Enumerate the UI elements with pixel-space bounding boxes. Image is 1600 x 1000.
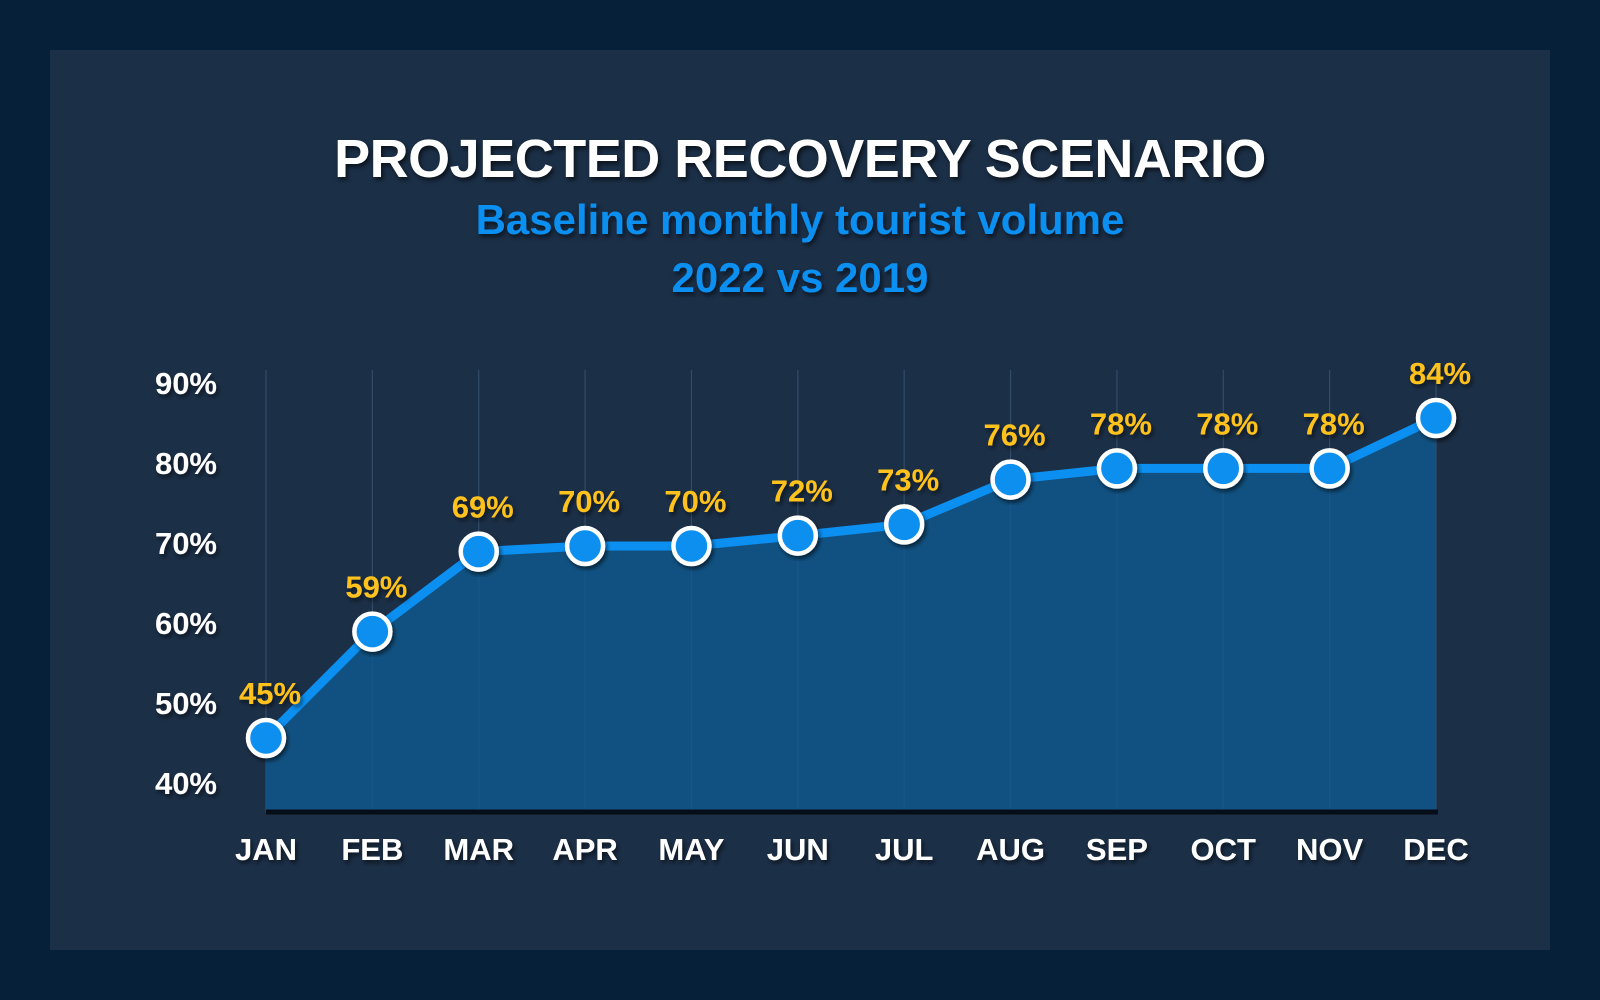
- y-axis-ticks: 40% 50% 60% 70% 80% 90%: [155, 366, 217, 801]
- markers-group: [245, 397, 1457, 759]
- marker-nov: [1309, 448, 1350, 489]
- chart-title: PROJECTED RECOVERY SCENARIO: [334, 129, 1266, 189]
- x-tick-oct: OCT: [1191, 832, 1257, 867]
- data-label-aug: 76%: [984, 418, 1046, 453]
- data-label-apr: 70%: [558, 484, 620, 519]
- marker-apr: [564, 525, 606, 567]
- data-label-jan: 45%: [239, 676, 301, 711]
- marker-oct: [1203, 448, 1244, 489]
- y-tick-90: 90%: [155, 366, 217, 401]
- marker-sep: [1096, 448, 1138, 489]
- data-label-may: 70%: [664, 484, 726, 519]
- data-label-mar: 69%: [452, 490, 514, 525]
- y-tick-70: 70%: [155, 526, 217, 561]
- marker-jul: [883, 504, 925, 545]
- x-tick-jul: JUL: [875, 832, 934, 867]
- x-axis-ticks: JAN FEB MAR APR MAY JUN JUL AUG SEP OCT NOV DEC: [235, 832, 1469, 867]
- x-tick-may: MAY: [658, 832, 724, 867]
- data-label-feb: 59%: [345, 570, 407, 605]
- x-tick-jun: JUN: [767, 832, 829, 867]
- area-fill: [266, 418, 1436, 812]
- marker-mar: [458, 531, 499, 572]
- marker-may: [671, 525, 712, 567]
- area-fill-group: [266, 418, 1436, 812]
- x-tick-jan: JAN: [235, 832, 297, 867]
- data-label-jun: 72%: [771, 474, 833, 509]
- data-label-sep: 78%: [1090, 406, 1152, 441]
- chart-subtitle-line-2: 2022 vs 2019: [671, 254, 929, 301]
- chart-subtitle-line-1: Baseline monthly tourist volume: [475, 196, 1125, 243]
- y-tick-60: 60%: [155, 606, 217, 641]
- y-tick-40: 40%: [155, 766, 217, 801]
- marker-dec: [1415, 397, 1457, 439]
- x-tick-aug: AUG: [976, 832, 1045, 867]
- x-tick-sep: SEP: [1086, 832, 1148, 867]
- data-label-dec: 84%: [1409, 356, 1471, 391]
- x-tick-feb: FEB: [341, 832, 403, 867]
- y-tick-80: 80%: [155, 446, 217, 481]
- marker-jun: [777, 515, 819, 556]
- x-tick-apr: APR: [552, 832, 617, 867]
- data-label-jul: 73%: [877, 462, 939, 497]
- marker-feb: [352, 611, 393, 652]
- data-labels-group: 45% 59% 69% 70% 70% 72% 73% 76% 78% 78% 78% 84%: [239, 356, 1471, 711]
- marker-jan: [245, 717, 287, 759]
- x-tick-dec: DEC: [1403, 832, 1468, 867]
- data-label-oct: 78%: [1196, 406, 1258, 441]
- x-tick-nov: NOV: [1296, 832, 1364, 867]
- x-tick-mar: MAR: [443, 832, 514, 867]
- y-tick-50: 50%: [155, 686, 217, 721]
- marker-aug: [990, 459, 1031, 500]
- data-label-nov: 78%: [1303, 406, 1365, 441]
